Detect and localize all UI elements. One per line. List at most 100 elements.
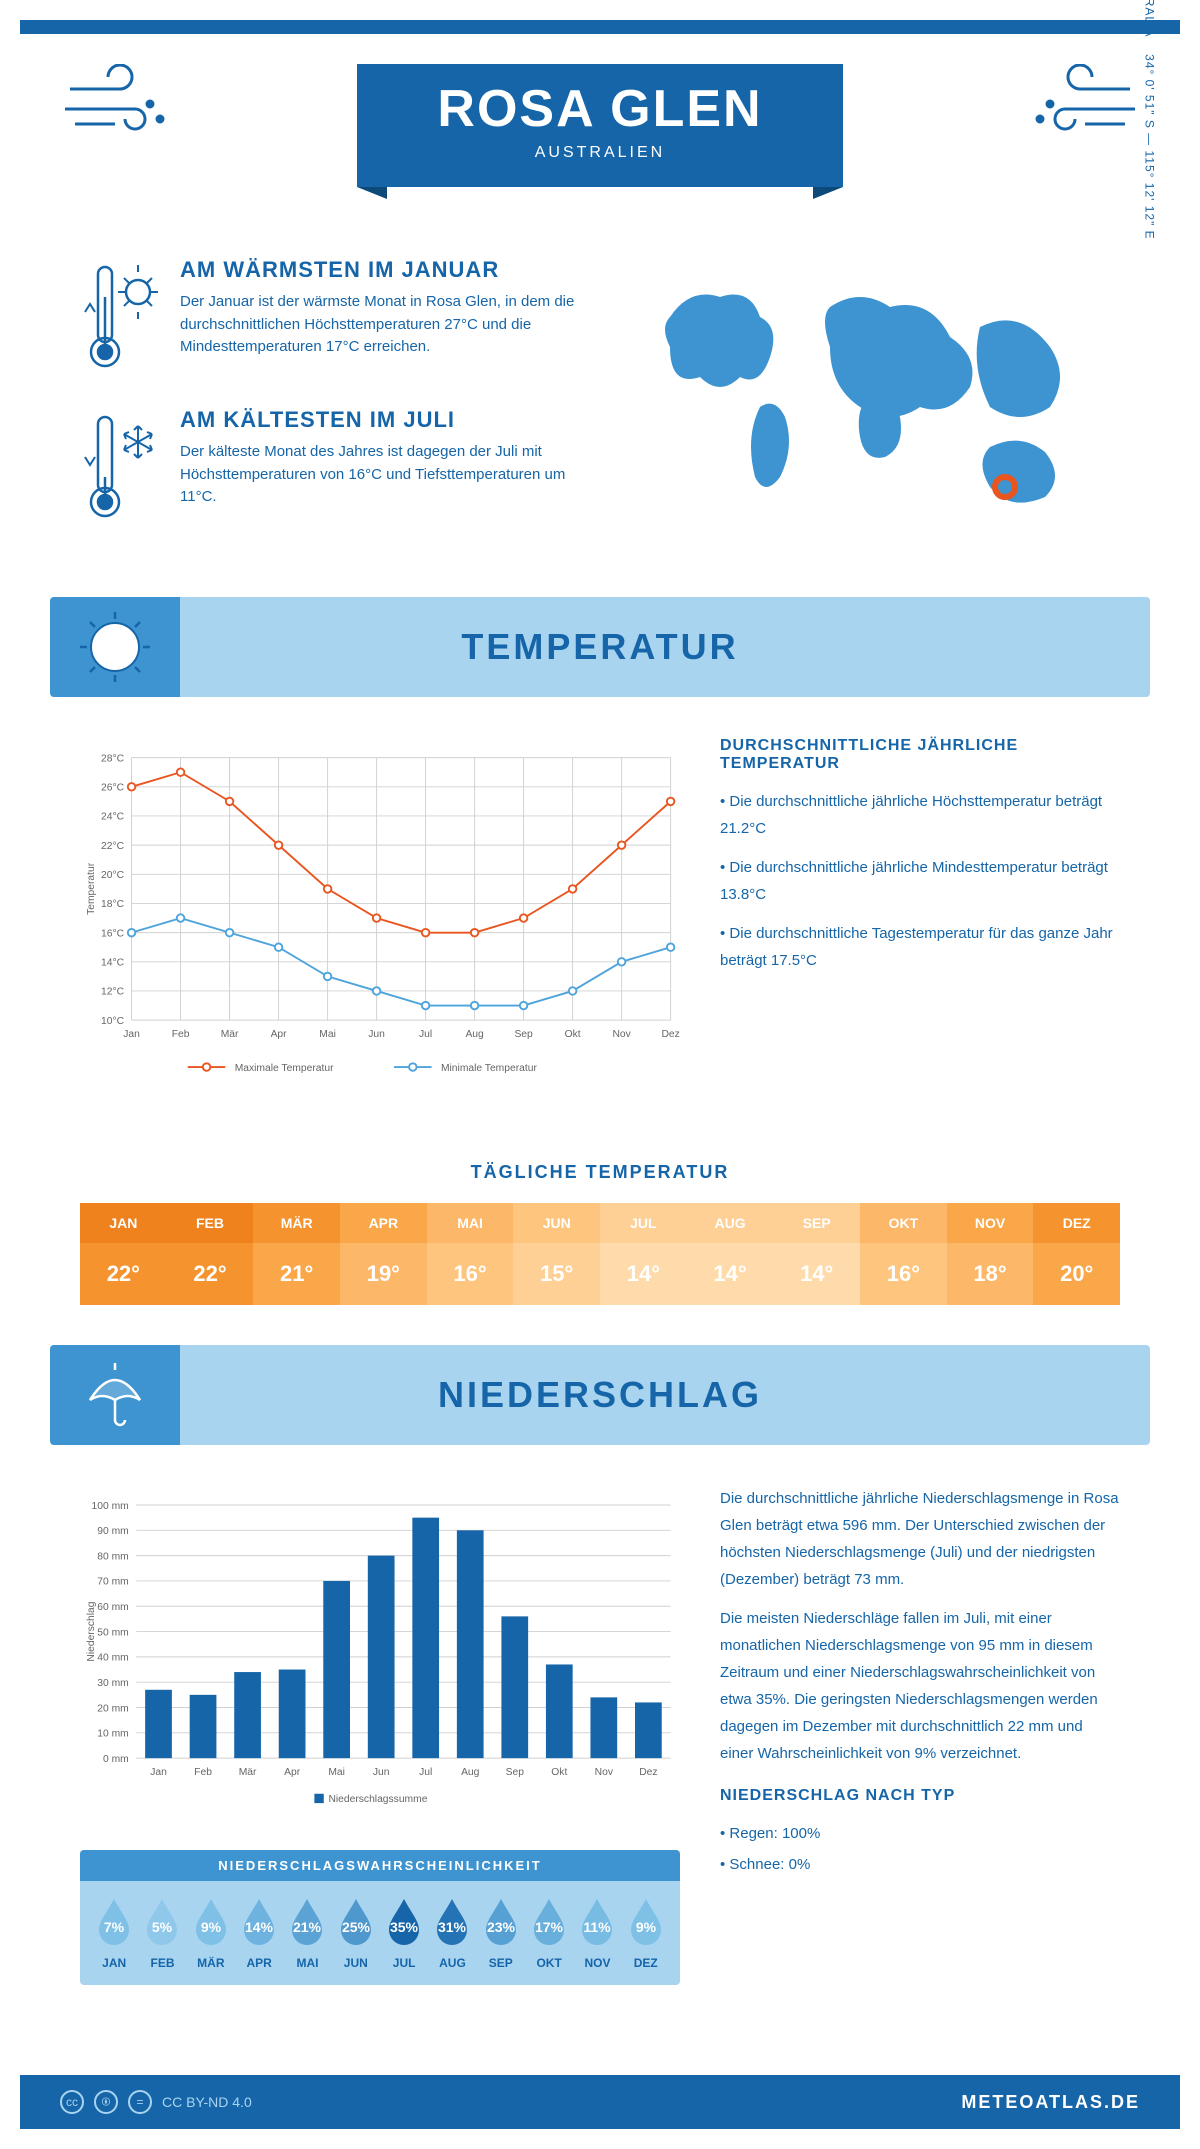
precip-desc-p1: Die durchschnittliche jährliche Niedersc…	[720, 1485, 1120, 1593]
temp-table-col: OKT16°	[860, 1203, 947, 1305]
thermometer-hot-icon	[80, 257, 160, 377]
world-map	[620, 257, 1120, 537]
daily-temp-heading: TÄGLICHE TEMPERATUR	[20, 1162, 1180, 1183]
precip-drop: 21%MAI	[283, 1896, 331, 1970]
svg-text:Sep: Sep	[506, 1767, 525, 1778]
svg-text:21%: 21%	[293, 1919, 322, 1935]
svg-text:Feb: Feb	[194, 1767, 212, 1778]
precip-type-item: • Regen: 100%	[720, 1820, 1120, 1847]
svg-text:Okt: Okt	[565, 1029, 581, 1040]
precip-drop: 23%SEP	[477, 1896, 525, 1970]
precip-drop: 9%MÄR	[187, 1896, 235, 1970]
footer: cc 🅯 = CC BY-ND 4.0 METEOATLAS.DE	[20, 2075, 1180, 2129]
precip-type-item: • Schnee: 0%	[720, 1851, 1120, 1878]
precip-type-heading: NIEDERSCHLAG NACH TYP	[720, 1787, 1120, 1805]
svg-text:50 mm: 50 mm	[97, 1627, 128, 1638]
precip-probability-panel: NIEDERSCHLAGSWAHRSCHEINLICHKEIT 7%JAN5%F…	[80, 1850, 680, 1985]
svg-text:16°C: 16°C	[101, 928, 125, 939]
svg-text:Temperatur: Temperatur	[86, 862, 97, 915]
temp-table-col: APR19°	[340, 1203, 427, 1305]
svg-text:23%: 23%	[487, 1919, 516, 1935]
precip-drop: 7%JAN	[90, 1896, 138, 1970]
precip-drop: 31%AUG	[428, 1896, 476, 1970]
svg-text:5%: 5%	[152, 1919, 173, 1935]
svg-text:Okt: Okt	[551, 1767, 567, 1778]
temp-table-col: MAI16°	[427, 1203, 514, 1305]
coordinates: WESTERN AUSTRALIA 34° 0' 51" S — 115° 12…	[1143, 0, 1157, 240]
svg-text:0 mm: 0 mm	[103, 1754, 129, 1765]
svg-text:Jul: Jul	[419, 1029, 432, 1040]
precip-title: NIEDERSCHLAG	[438, 1374, 762, 1416]
daily-temp-table: JAN22°FEB22°MÄR21°APR19°MAI16°JUN15°JUL1…	[80, 1203, 1120, 1305]
svg-text:100 mm: 100 mm	[92, 1501, 129, 1512]
svg-text:12°C: 12°C	[101, 987, 125, 998]
svg-text:80 mm: 80 mm	[97, 1551, 128, 1562]
license-text: CC BY-ND 4.0	[162, 2094, 252, 2110]
svg-text:Aug: Aug	[465, 1029, 484, 1040]
precip-drop: 17%OKT	[525, 1896, 573, 1970]
svg-text:28°C: 28°C	[101, 753, 125, 764]
header-band	[20, 20, 1180, 34]
svg-text:22°C: 22°C	[101, 841, 125, 852]
cc-icon: cc	[60, 2090, 84, 2114]
svg-text:Mär: Mär	[221, 1029, 239, 1040]
coldest-block: AM KÄLTESTEN IM JULI Der kälteste Monat …	[80, 407, 580, 527]
svg-text:20°C: 20°C	[101, 870, 125, 881]
svg-text:25%: 25%	[342, 1919, 371, 1935]
svg-text:90 mm: 90 mm	[97, 1526, 128, 1537]
sun-icon	[75, 607, 155, 687]
svg-text:40 mm: 40 mm	[97, 1653, 128, 1664]
nd-icon: =	[128, 2090, 152, 2114]
svg-text:Aug: Aug	[461, 1767, 480, 1778]
temp-table-col: SEP14°	[773, 1203, 860, 1305]
precip-bar-chart: 0 mm10 mm20 mm30 mm40 mm50 mm60 mm70 mm8…	[80, 1485, 680, 1825]
warmest-text: Der Januar ist der wärmste Monat in Rosa…	[180, 291, 580, 359]
svg-text:Maximale Temperatur: Maximale Temperatur	[235, 1063, 334, 1074]
svg-text:Sep: Sep	[514, 1029, 533, 1040]
precip-drop: 14%APR	[235, 1896, 283, 1970]
coldest-heading: AM KÄLTESTEN IM JULI	[180, 407, 580, 433]
precip-drop: 25%JUN	[332, 1896, 380, 1970]
precip-prob-title: NIEDERSCHLAGSWAHRSCHEINLICHKEIT	[80, 1850, 680, 1881]
svg-text:9%: 9%	[201, 1919, 222, 1935]
svg-text:11%: 11%	[584, 1919, 612, 1935]
location-country: AUSTRALIEN	[437, 144, 762, 162]
svg-text:Jul: Jul	[419, 1767, 432, 1778]
svg-text:70 mm: 70 mm	[97, 1577, 128, 1588]
wind-icon-right	[1020, 64, 1140, 144]
umbrella-icon	[75, 1355, 155, 1435]
precip-drop: 11%NOV	[573, 1896, 621, 1970]
svg-text:9%: 9%	[636, 1919, 657, 1935]
svg-text:Mai: Mai	[328, 1767, 345, 1778]
svg-text:20 mm: 20 mm	[97, 1703, 128, 1714]
temp-table-col: JAN22°	[80, 1203, 167, 1305]
svg-text:Jun: Jun	[373, 1767, 390, 1778]
temp-table-col: FEB22°	[167, 1203, 254, 1305]
svg-text:Minimale Temperatur: Minimale Temperatur	[441, 1063, 538, 1074]
warmest-block: AM WÄRMSTEN IM JANUAR Der Januar ist der…	[80, 257, 580, 377]
precip-drop: 5%FEB	[138, 1896, 186, 1970]
site-name: METEOATLAS.DE	[961, 2092, 1140, 2113]
svg-text:14%: 14%	[245, 1919, 274, 1935]
svg-text:Nov: Nov	[612, 1029, 631, 1040]
svg-text:Dez: Dez	[639, 1767, 657, 1778]
thermometer-cold-icon	[80, 407, 160, 527]
temp-table-col: AUG14°	[687, 1203, 774, 1305]
title-section: ROSA GLEN AUSTRALIEN	[20, 34, 1180, 237]
temperature-line-chart: 10°C12°C14°C16°C18°C20°C22°C24°C26°C28°C…	[80, 737, 680, 1097]
precip-desc-p2: Die meisten Niederschläge fallen im Juli…	[720, 1605, 1120, 1767]
svg-text:10 mm: 10 mm	[97, 1729, 128, 1740]
temp-table-col: NOV18°	[947, 1203, 1034, 1305]
svg-text:Dez: Dez	[661, 1029, 679, 1040]
title-banner: ROSA GLEN AUSTRALIEN	[357, 64, 842, 187]
by-icon: 🅯	[94, 2090, 118, 2114]
temp-table-col: JUL14°	[600, 1203, 687, 1305]
svg-text:31%: 31%	[438, 1919, 467, 1935]
temp-table-col: MÄR21°	[253, 1203, 340, 1305]
svg-text:14°C: 14°C	[101, 958, 125, 969]
svg-text:24°C: 24°C	[101, 812, 125, 823]
coldest-text: Der kälteste Monat des Jahres ist dagege…	[180, 441, 580, 509]
temp-table-col: JUN15°	[513, 1203, 600, 1305]
svg-text:Feb: Feb	[172, 1029, 190, 1040]
temp-desc-item: • Die durchschnittliche jährliche Mindes…	[720, 854, 1120, 908]
